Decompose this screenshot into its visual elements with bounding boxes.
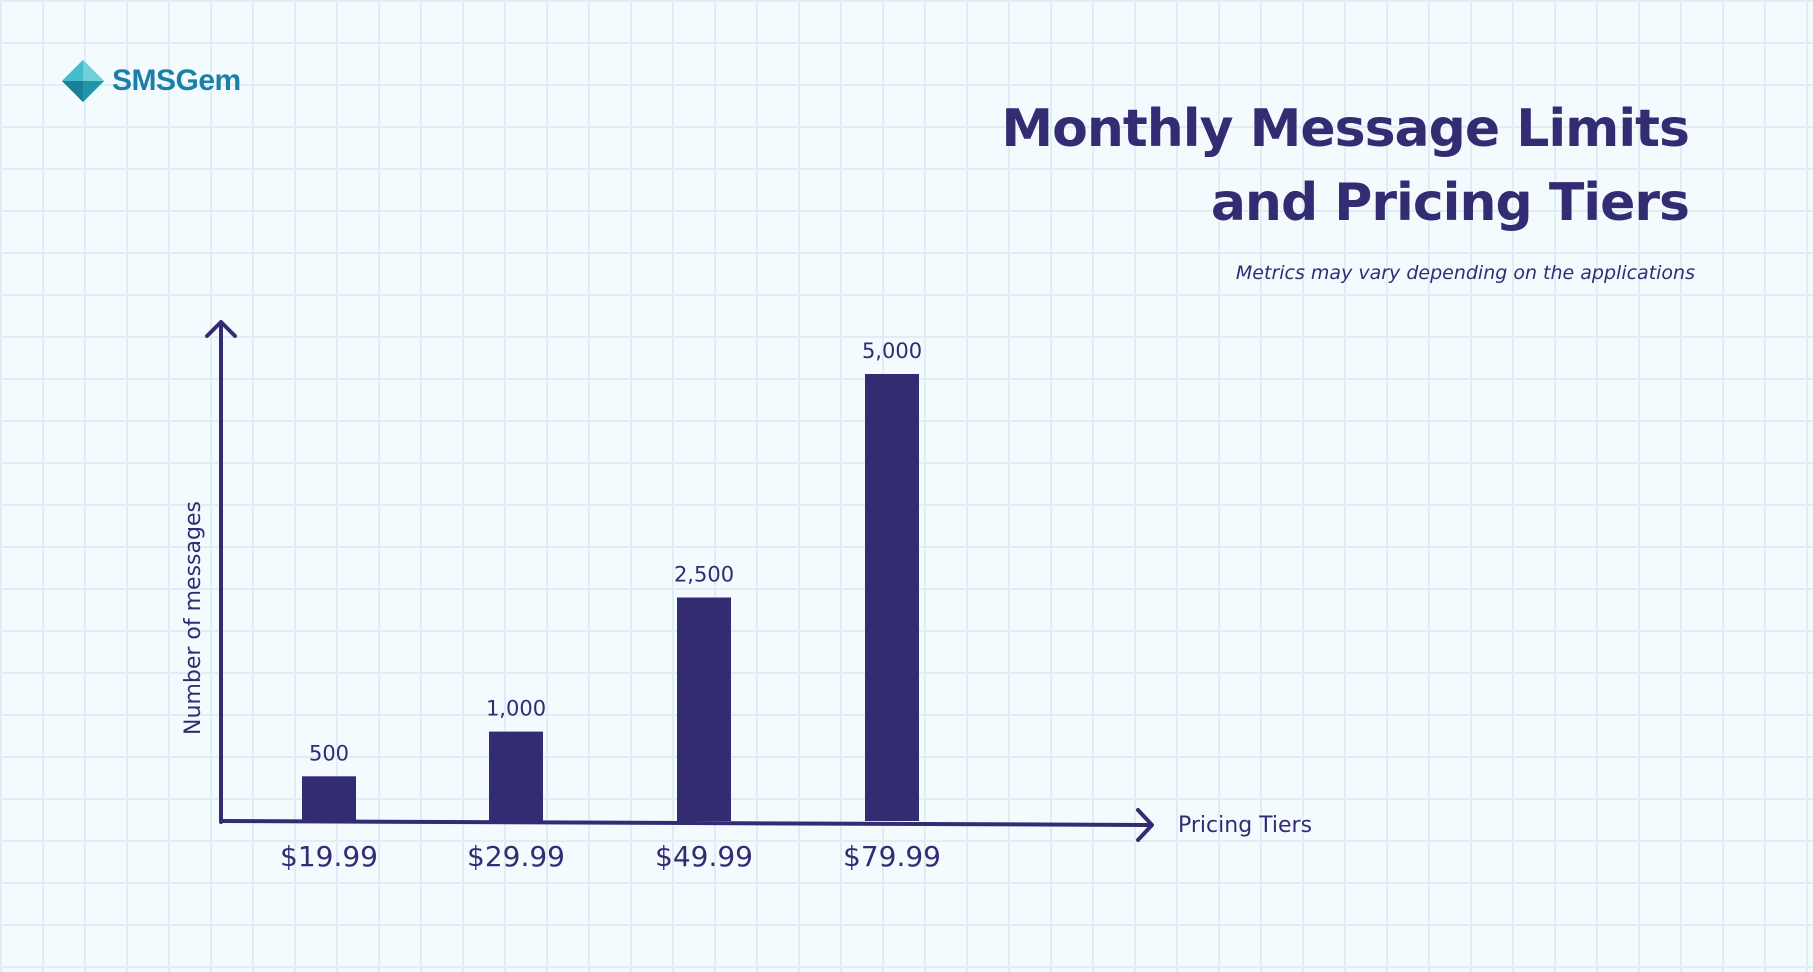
chart-axes: Pricing Tiers Number of messages — [181, 320, 1312, 842]
bar-value-label-0: 500 — [309, 741, 349, 765]
x-tick-label-2: $49.99 — [655, 840, 753, 873]
y-axis-label: Number of messages — [181, 501, 206, 735]
bar-value-label-3: 5,000 — [862, 339, 922, 363]
bar-3 — [865, 374, 919, 821]
diamond-gem-icon — [62, 60, 104, 102]
bar-series: 500 $19.99 1,000 $29.99 2,500 $49.99 5,000 $79.… — [280, 339, 941, 873]
x-axis-arrow — [1136, 808, 1154, 842]
bar-1 — [489, 731, 543, 821]
chart-title: Monthly Message Limits and Pricing Tiers — [789, 92, 1690, 240]
chart-title-line2: and Pricing Tiers — [1210, 173, 1690, 233]
bar-0 — [302, 776, 356, 821]
x-axis-label: Pricing Tiers — [1178, 813, 1312, 838]
chart-title-line1: Monthly Message Limits — [1001, 99, 1690, 159]
bar-value-label-1: 1,000 — [486, 697, 546, 721]
bar-value-label-2: 2,500 — [674, 563, 734, 587]
bar-2 — [677, 597, 731, 821]
x-axis — [219, 819, 1152, 827]
chart-subtitle: Metrics may vary depending on the applic… — [1235, 262, 1695, 284]
x-tick-label-1: $29.99 — [467, 840, 565, 873]
brand-logo: SMSGem — [60, 58, 241, 104]
brand-name: SMSGem — [112, 64, 241, 97]
x-tick-label-3: $79.99 — [843, 840, 941, 873]
y-axis-arrow — [205, 320, 237, 338]
x-tick-label-0: $19.99 — [280, 840, 378, 873]
